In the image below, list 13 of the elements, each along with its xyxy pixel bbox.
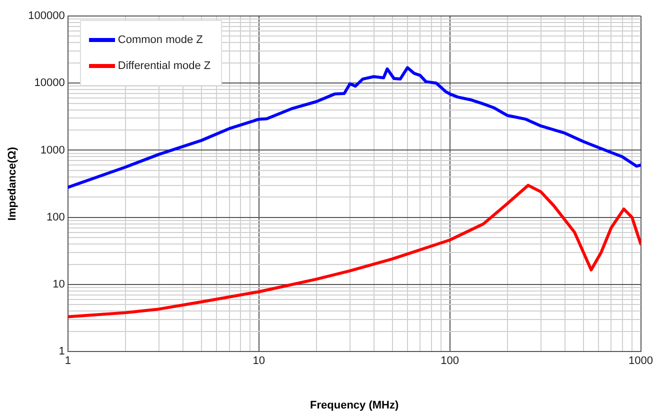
y-axis-title: Impedance(Ω) xyxy=(6,146,19,221)
y-tick-label: 1000 xyxy=(40,144,65,156)
x-tick-label: 100 xyxy=(440,355,459,368)
y-tick-label: 1 xyxy=(58,346,65,358)
y-tick-label: 10 xyxy=(52,278,65,291)
y-tick-label: 100 xyxy=(46,211,65,224)
legend-label: Common mode Z xyxy=(118,34,203,46)
y-tick-label: 100000 xyxy=(28,10,65,22)
x-tick-label: 1000 xyxy=(628,355,654,368)
y-tick-label: 10000 xyxy=(34,77,65,90)
legend-label: Differential mode Z xyxy=(118,60,211,72)
x-axis-title: Frequency (MHz) xyxy=(310,399,399,412)
x-tick-label: 10 xyxy=(252,355,265,368)
